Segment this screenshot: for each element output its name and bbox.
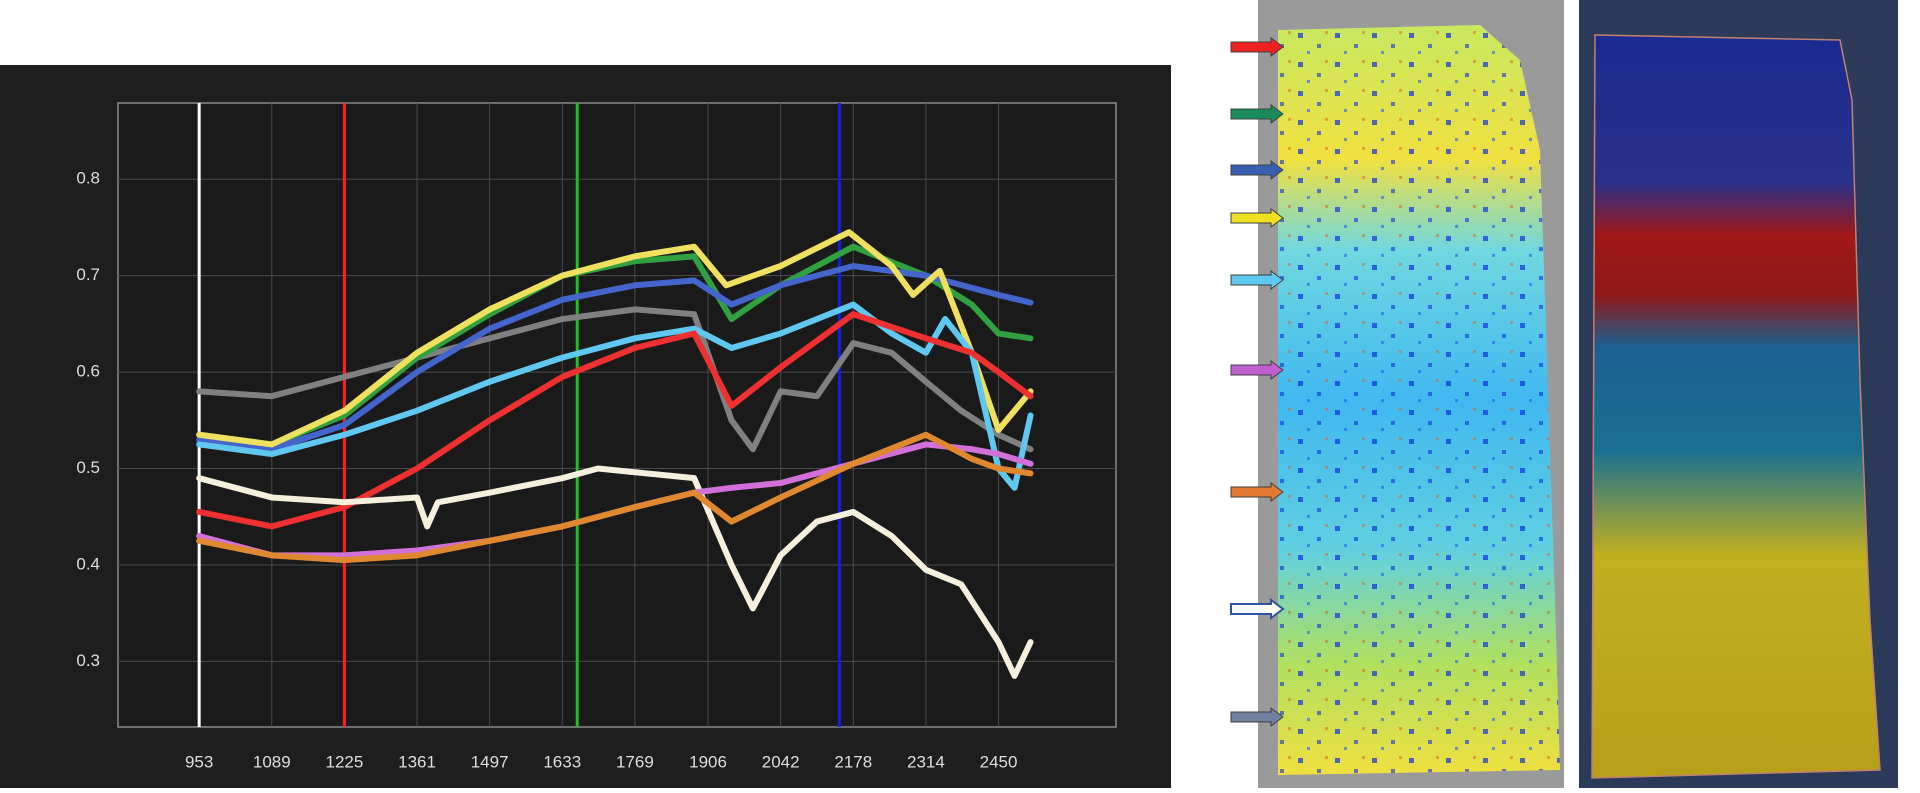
x-tick-label: 1361: [398, 752, 436, 771]
abundance-map-specks: [1278, 25, 1560, 775]
x-tick-label: 953: [185, 752, 213, 771]
x-tick-label: 2314: [907, 752, 945, 771]
plot-area: [117, 102, 1117, 728]
series-line: [196, 243, 1034, 448]
x-tick-label: 1906: [689, 752, 727, 771]
arrow: [1230, 270, 1284, 290]
arrow: [1230, 482, 1284, 502]
rgb-image: [1591, 34, 1881, 779]
arrow: [1230, 707, 1284, 727]
y-tick-label: 0.5: [76, 458, 100, 477]
arrow: [1230, 104, 1284, 124]
series-line: [196, 465, 1034, 679]
arrow: [1230, 208, 1284, 228]
series-line: [196, 431, 1034, 564]
arrow: [1230, 160, 1284, 180]
x-tick-label: 1769: [616, 752, 654, 771]
x-tick-label: 1089: [253, 752, 291, 771]
x-tick-label: 1497: [471, 752, 509, 771]
series-line: [196, 262, 1034, 453]
x-tick-label: 1225: [325, 752, 363, 771]
arrow: [1230, 360, 1284, 380]
x-tick-label: 2042: [762, 752, 800, 771]
y-tick-label: 0.4: [76, 554, 100, 573]
arrow: [1230, 598, 1285, 620]
x-tick-label: 2178: [834, 752, 872, 771]
y-tick-label: 0.3: [76, 651, 100, 670]
series-line: [196, 311, 1034, 530]
y-tick-label: 0.7: [76, 265, 100, 284]
x-tick-label: 1633: [543, 752, 581, 771]
series-line: [196, 301, 1034, 491]
series-line: [196, 229, 1034, 448]
y-tick-label: 0.6: [76, 362, 100, 381]
x-tick-label: 2450: [980, 752, 1018, 771]
arrows: [1230, 37, 1285, 727]
y-tick-label: 0.8: [76, 169, 100, 188]
arrow: [1230, 37, 1284, 57]
